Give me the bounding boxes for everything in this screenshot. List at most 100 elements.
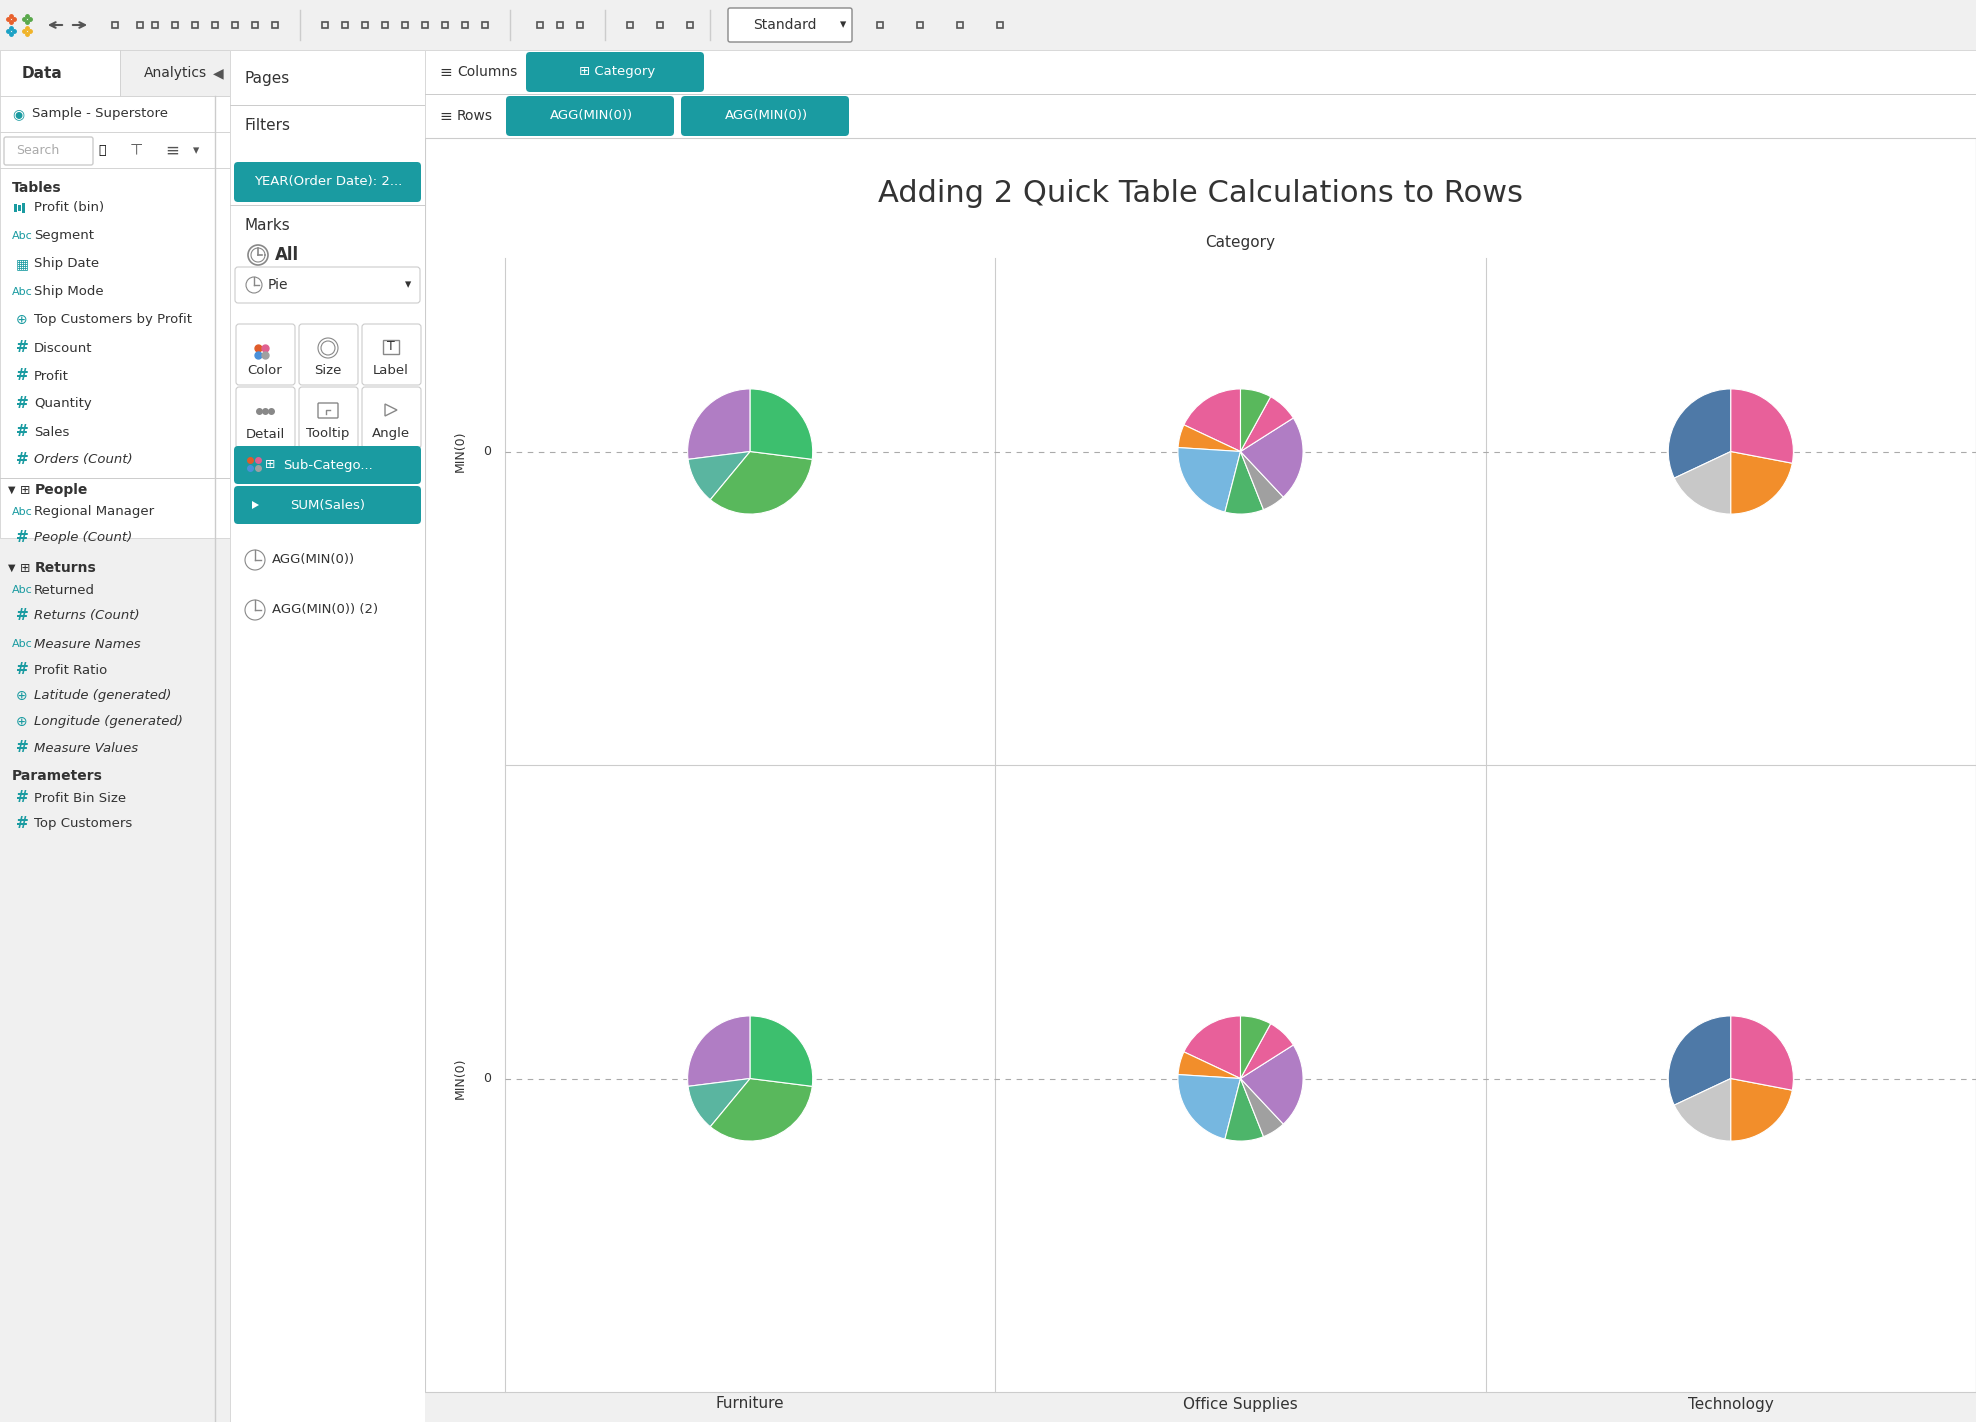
Text: Regional Manager: Regional Manager (34, 505, 154, 519)
FancyBboxPatch shape (425, 138, 1976, 1392)
Text: #: # (16, 791, 28, 805)
Wedge shape (1731, 1078, 1792, 1140)
Text: Abc: Abc (12, 638, 32, 648)
FancyBboxPatch shape (682, 97, 850, 137)
Polygon shape (253, 501, 259, 509)
Wedge shape (1241, 397, 1294, 452)
Text: Sales: Sales (34, 425, 69, 438)
FancyBboxPatch shape (235, 387, 294, 448)
Text: 0: 0 (482, 1072, 490, 1085)
Text: MIN(0): MIN(0) (454, 1058, 466, 1099)
Wedge shape (709, 452, 812, 515)
Wedge shape (1731, 1015, 1794, 1091)
Text: #: # (16, 425, 28, 439)
Text: 0: 0 (482, 445, 490, 458)
Text: Analytics: Analytics (144, 65, 207, 80)
Text: Ship Mode: Ship Mode (34, 286, 103, 299)
Text: ⊕: ⊕ (16, 690, 28, 702)
Text: ⊞: ⊞ (265, 458, 275, 472)
Wedge shape (751, 1015, 812, 1086)
FancyBboxPatch shape (526, 53, 703, 92)
Text: #: # (16, 663, 28, 677)
Text: Measure Values: Measure Values (34, 741, 138, 755)
Text: ≡: ≡ (439, 64, 453, 80)
Text: Returns (Count): Returns (Count) (34, 610, 140, 623)
Text: Sub-Catego...: Sub-Catego... (283, 458, 373, 472)
Text: Standard: Standard (753, 18, 816, 33)
Text: Office Supplies: Office Supplies (1184, 1396, 1298, 1412)
Wedge shape (1731, 390, 1794, 464)
Text: Filters: Filters (243, 118, 290, 132)
Wedge shape (1225, 452, 1263, 515)
Text: ⊞: ⊞ (20, 562, 30, 574)
Text: ▾: ▾ (194, 145, 200, 158)
Text: Abc: Abc (12, 584, 32, 594)
Text: #: # (16, 452, 28, 468)
Wedge shape (1668, 390, 1731, 478)
Wedge shape (1178, 448, 1241, 512)
Text: YEAR(Order Date): 2...: YEAR(Order Date): 2... (253, 175, 403, 189)
Text: Marks: Marks (243, 218, 290, 233)
Text: Tooltip: Tooltip (306, 428, 350, 441)
FancyBboxPatch shape (362, 324, 421, 385)
Text: Category: Category (1205, 236, 1275, 250)
Text: Abc: Abc (12, 230, 32, 240)
Text: Color: Color (247, 364, 283, 377)
FancyBboxPatch shape (121, 50, 229, 97)
Text: ≡: ≡ (166, 142, 180, 161)
Text: Profit Bin Size: Profit Bin Size (34, 792, 126, 805)
Text: People: People (36, 483, 89, 498)
Text: ▦: ▦ (16, 257, 28, 272)
Text: ⊞: ⊞ (20, 483, 30, 496)
Text: Sample - Superstore: Sample - Superstore (32, 108, 168, 121)
FancyBboxPatch shape (0, 168, 229, 538)
Text: #: # (16, 340, 28, 356)
Text: ▼: ▼ (8, 485, 16, 495)
Wedge shape (688, 1015, 751, 1086)
Text: Tables: Tables (12, 181, 61, 195)
Wedge shape (1241, 1078, 1282, 1136)
Wedge shape (1668, 1015, 1731, 1105)
Text: Profit Ratio: Profit Ratio (34, 664, 107, 677)
Text: ▾: ▾ (405, 279, 411, 292)
FancyBboxPatch shape (0, 132, 229, 168)
Wedge shape (1241, 1024, 1294, 1078)
Text: ⊕: ⊕ (16, 715, 28, 729)
Text: AGG(MIN(0)): AGG(MIN(0)) (725, 109, 808, 122)
Text: Label: Label (373, 364, 409, 377)
Text: Discount: Discount (34, 341, 93, 354)
Wedge shape (1178, 1075, 1241, 1139)
Wedge shape (1674, 452, 1731, 515)
Text: ◉: ◉ (12, 107, 24, 121)
Wedge shape (1674, 1078, 1731, 1140)
Text: Top Customers: Top Customers (34, 818, 132, 830)
Wedge shape (1241, 1015, 1271, 1078)
FancyBboxPatch shape (229, 50, 425, 105)
FancyBboxPatch shape (235, 324, 294, 385)
Text: Returned: Returned (34, 583, 95, 596)
Wedge shape (1241, 1045, 1302, 1125)
FancyBboxPatch shape (425, 50, 1976, 94)
Bar (14, 203, 18, 212)
Text: Columns: Columns (456, 65, 518, 80)
Text: Segment: Segment (34, 229, 95, 243)
Text: Abc: Abc (12, 508, 32, 518)
FancyBboxPatch shape (4, 137, 93, 165)
Wedge shape (688, 452, 751, 499)
Wedge shape (1184, 1015, 1241, 1078)
Text: #: # (16, 741, 28, 755)
Text: People (Count): People (Count) (34, 532, 132, 545)
Bar (18, 205, 22, 210)
Text: Search: Search (16, 145, 59, 158)
Bar (22, 203, 26, 213)
FancyBboxPatch shape (233, 486, 421, 523)
FancyBboxPatch shape (0, 50, 121, 97)
Text: Parameters: Parameters (12, 769, 103, 784)
FancyBboxPatch shape (233, 447, 421, 483)
Text: Longitude (generated): Longitude (generated) (34, 715, 184, 728)
FancyBboxPatch shape (235, 267, 421, 303)
Text: Abc: Abc (12, 287, 32, 297)
Text: #: # (16, 530, 28, 546)
Text: #: # (16, 609, 28, 623)
FancyBboxPatch shape (362, 387, 421, 448)
